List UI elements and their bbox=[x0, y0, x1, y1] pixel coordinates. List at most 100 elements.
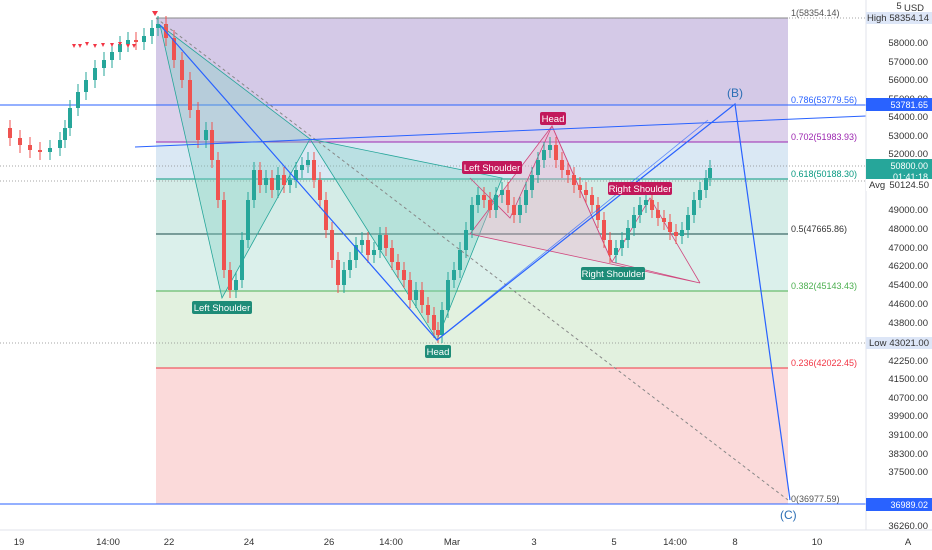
candle-body bbox=[420, 290, 424, 305]
candle-body bbox=[476, 195, 480, 205]
y-tick-label: 46200.00 bbox=[888, 261, 928, 272]
candle-body bbox=[306, 160, 310, 165]
candle-body bbox=[608, 240, 612, 255]
x-axis-ticks: 19 14:00 22 24 26 14:00 Mar 3 5 14:00 8 10 bbox=[14, 537, 823, 548]
tag-high-label-bg bbox=[866, 12, 886, 24]
inverse-hs-left bbox=[159, 24, 311, 300]
candle-body bbox=[216, 160, 220, 200]
label-bg-head-bottom bbox=[425, 345, 451, 358]
signal-marker bbox=[85, 42, 89, 46]
candle-body bbox=[578, 185, 582, 190]
price-axis[interactable]: USD 5 58000.0057000.0056000.0055000.0054… bbox=[865, 0, 932, 550]
fib-label-0236: 0.236(42022.45) bbox=[791, 358, 857, 368]
label-bg-right-shoulder-bottom bbox=[581, 267, 645, 280]
x-tick-label: 10 bbox=[812, 537, 823, 548]
auto-scale-button[interactable]: A bbox=[905, 537, 912, 548]
y-tick-label: 57000.00 bbox=[888, 57, 928, 68]
x-tick-label: 14:00 bbox=[96, 537, 120, 548]
candle-body bbox=[530, 175, 534, 190]
x-tick-label: 5 bbox=[611, 537, 616, 548]
candle-body bbox=[118, 44, 122, 52]
candle-body bbox=[414, 290, 418, 300]
signal-marker bbox=[110, 43, 114, 47]
candle-body bbox=[234, 280, 238, 290]
label-bg-left-shoulder-top bbox=[462, 161, 522, 174]
y-tick-label: 39900.00 bbox=[888, 411, 928, 422]
fib-zone-0382-0236 bbox=[156, 291, 788, 368]
label-bg-left-shoulder-bottom bbox=[192, 301, 252, 314]
time-axis[interactable]: 19 14:00 22 24 26 14:00 Mar 3 5 14:00 8 10 A bbox=[0, 529, 932, 548]
candle-body bbox=[336, 260, 340, 285]
trend-lines bbox=[134, 17, 867, 501]
candle-body bbox=[446, 280, 450, 310]
candle-body bbox=[426, 305, 430, 315]
candle-body bbox=[602, 220, 606, 240]
x-tick-label: 26 bbox=[324, 537, 335, 548]
y-tick-label: 52000.00 bbox=[888, 149, 928, 160]
candle-body bbox=[156, 24, 160, 28]
fib-zone-0236-0 bbox=[156, 368, 788, 504]
y-axis-ticks: 58000.0057000.0056000.0055000.0054000.00… bbox=[888, 38, 928, 532]
candle-body bbox=[396, 262, 400, 270]
tag-current-value: 50800.00 bbox=[890, 161, 928, 171]
tag-level-top-bg bbox=[866, 98, 932, 111]
candle-body bbox=[276, 175, 280, 190]
candle-body bbox=[614, 248, 618, 255]
x-tick-label: 8 bbox=[732, 537, 737, 548]
candle-body bbox=[390, 248, 394, 262]
y-tick-label: 39100.00 bbox=[888, 430, 928, 441]
y-tick-label: 53000.00 bbox=[888, 131, 928, 142]
candle-body bbox=[58, 140, 62, 148]
candle-body bbox=[264, 178, 268, 185]
candle-body bbox=[464, 230, 468, 250]
pattern-shapes bbox=[159, 24, 701, 341]
candle-body bbox=[584, 190, 588, 195]
label-left-shoulder-bottom: Left Shoulder bbox=[194, 303, 251, 314]
candle-body bbox=[246, 200, 250, 240]
candle-body bbox=[506, 190, 510, 205]
candle-body bbox=[512, 205, 516, 215]
candle-body bbox=[48, 148, 52, 152]
fib-label-05: 0.5(47665.86) bbox=[791, 224, 847, 234]
candle-body bbox=[180, 60, 184, 80]
candle-body bbox=[354, 245, 358, 260]
y-tick-label: 36260.00 bbox=[888, 521, 928, 532]
candle-body bbox=[542, 150, 546, 160]
candle-body bbox=[554, 145, 558, 160]
x-tick-label: 14:00 bbox=[379, 537, 403, 548]
candle-body bbox=[590, 195, 594, 205]
pattern-labels: Left Shoulder Head Left Shoulder Head Ri… bbox=[192, 112, 672, 358]
y-tick-label: 45400.00 bbox=[888, 280, 928, 291]
y-tick-label: 48000.00 bbox=[888, 224, 928, 235]
label-right-shoulder-bottom: Right Shoulder bbox=[582, 269, 645, 280]
candle-body bbox=[300, 165, 304, 170]
candle-body bbox=[110, 52, 114, 60]
label-right-shoulder-top: Right Shoulder bbox=[609, 184, 672, 195]
candle-body bbox=[674, 232, 678, 236]
candle-body bbox=[126, 40, 130, 44]
y-tick-label: 58000.00 bbox=[888, 38, 928, 49]
signal-marker bbox=[101, 43, 105, 47]
y-tick-label: 44600.00 bbox=[888, 299, 928, 310]
candle-body bbox=[482, 195, 486, 200]
fib-zones bbox=[156, 18, 788, 504]
candle-body bbox=[378, 235, 382, 250]
candle-body bbox=[408, 280, 412, 300]
wave-label-c: (C) bbox=[780, 508, 797, 522]
fib-label-0: 0(36977.59) bbox=[791, 494, 840, 504]
y-tick-label: 56000.00 bbox=[888, 75, 928, 86]
candle-body bbox=[632, 215, 636, 228]
y-tick-label: 43800.00 bbox=[888, 318, 928, 329]
candle-body bbox=[686, 215, 690, 230]
signal-marker bbox=[118, 42, 122, 46]
channel-up bbox=[436, 119, 709, 341]
tag-low-label: Low bbox=[869, 338, 887, 349]
y-tick-label: 38300.00 bbox=[888, 449, 928, 460]
tag-level-top-value: 53781.65 bbox=[890, 100, 928, 110]
candle-body bbox=[572, 175, 576, 185]
candle-body bbox=[18, 138, 22, 145]
candle-body bbox=[28, 145, 32, 150]
dashed-diagonal bbox=[155, 17, 789, 501]
fib-labels: 1(58354.14) 0.786(53779.56) 0.702(51983.… bbox=[791, 8, 857, 504]
